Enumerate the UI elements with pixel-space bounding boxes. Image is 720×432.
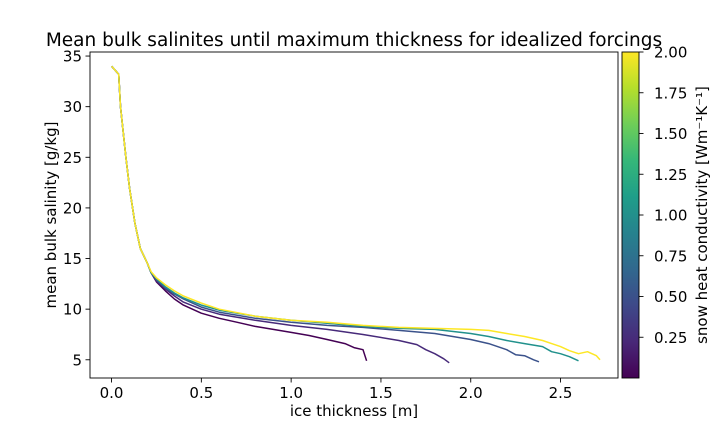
colorbar-ticks: 0.25 0.50 0.75 1.00 1.25 1.50 1.75 2.00 (639, 44, 687, 347)
y-tick-label: 5 (72, 351, 82, 369)
x-tick-label: 0.0 (100, 384, 124, 402)
x-tick-label: 1.0 (279, 384, 303, 402)
colorbar-tick-label: 1.00 (654, 207, 687, 225)
y-tick-label: 15 (63, 250, 82, 268)
x-tick-label: 1.5 (369, 384, 393, 402)
y-tick-label: 35 (63, 48, 82, 66)
series-line-4 (111, 65, 601, 361)
y-axis: 5 10 15 20 25 30 35 (63, 48, 90, 369)
plot-area (89, 51, 619, 379)
series-layer (111, 65, 601, 364)
x-tick-label: 2.0 (459, 384, 483, 402)
y-tick-label: 25 (63, 149, 82, 167)
colorbar-tick-label: 1.75 (654, 84, 687, 102)
y-axis-label: mean bulk salinity [g/kg] (42, 122, 60, 309)
colorbar-tick-label: 2.00 (654, 44, 687, 62)
x-axis-label: ice thickness [m] (290, 402, 418, 420)
y-tick-label: 10 (63, 301, 82, 319)
colorbar-tick-label: 0.75 (654, 247, 687, 265)
colorbar-gradient (622, 52, 639, 378)
x-tick-label: 2.5 (549, 384, 573, 402)
colorbar-tick-label: 1.25 (654, 166, 687, 184)
x-axis: 0.0 0.5 1.0 1.5 2.0 2.5 (100, 378, 573, 402)
y-tick-label: 30 (63, 98, 82, 116)
colorbar: 0.25 0.50 0.75 1.00 1.25 1.50 1.75 2.00 (621, 44, 687, 379)
plot-frame (89, 51, 619, 379)
chart-title: Mean bulk salinites until maximum thickn… (46, 30, 662, 51)
x-tick-label: 0.5 (189, 384, 213, 402)
colorbar-tick-label: 0.50 (654, 288, 687, 306)
colorbar-tick-label: 0.25 (654, 329, 687, 347)
colorbar-tick-label: 1.50 (654, 125, 687, 143)
plot-background (90, 52, 618, 378)
y-tick-label: 20 (63, 199, 82, 217)
colorbar-label: snow heat conductivity [Wm⁻¹K⁻¹] (693, 86, 711, 344)
